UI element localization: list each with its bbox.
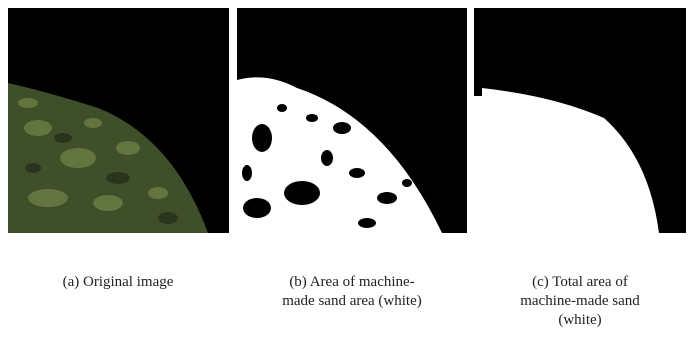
caption-line: (c) Total area of: [532, 274, 628, 290]
figure: (a) Original image (b) Area of machine-ma…: [0, 0, 690, 338]
caption-line: (b) Area of machine-: [289, 274, 414, 290]
caption-line: machine-made sand: [520, 293, 640, 309]
caption-line: (white): [558, 312, 601, 328]
panel-total: [474, 8, 686, 233]
panel-original: [8, 8, 229, 233]
page: (a) Original image (b) Area of machine-ma…: [0, 0, 690, 338]
caption-line: made sand area (white): [282, 293, 422, 309]
panel-segmented: [237, 8, 467, 233]
caption-line: (a) Original image: [63, 274, 174, 290]
